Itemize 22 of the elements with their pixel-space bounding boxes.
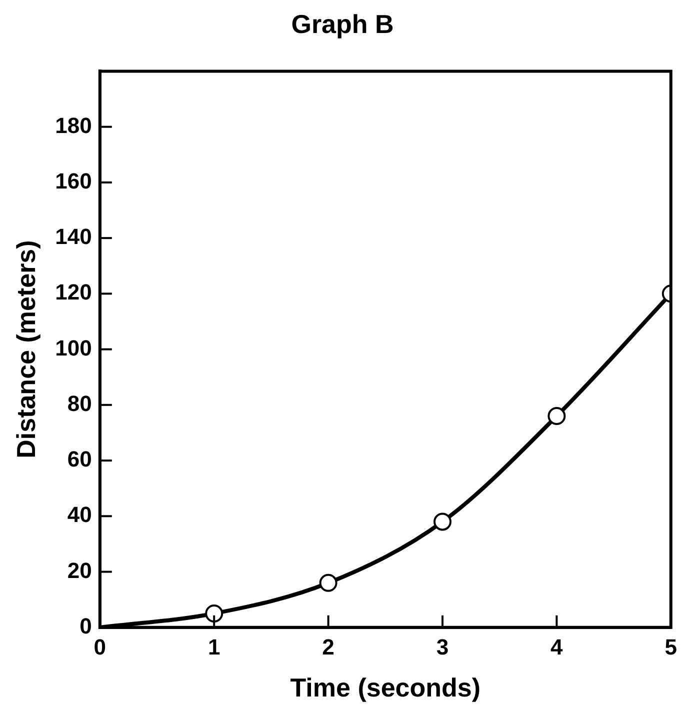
- x-axis-title: Time (seconds): [290, 672, 481, 703]
- y-tick-label: 140: [55, 224, 92, 250]
- y-tick-label: 160: [55, 168, 92, 194]
- point: [548, 407, 566, 426]
- chart-title: Graph B: [291, 8, 394, 39]
- y-tick-label: 80: [67, 390, 92, 416]
- y-axis-title: Distance (meters): [10, 240, 41, 458]
- y-tick-label: 40: [67, 502, 92, 528]
- y-tick-label: 0: [80, 613, 92, 638]
- x-tick-label: 2: [322, 634, 334, 660]
- x-tick-label: 4: [550, 634, 564, 660]
- x-tick-label: 1: [208, 634, 220, 660]
- y-tick-label: 120: [55, 280, 92, 305]
- y-tick-label: 100: [55, 335, 92, 360]
- y-tick-label: 180: [55, 112, 92, 138]
- point: [205, 604, 224, 622]
- point: [319, 574, 338, 592]
- x-tick-label: 3: [436, 634, 449, 660]
- y-tick-label: 20: [67, 558, 92, 583]
- y-tick-label: 60: [67, 446, 92, 472]
- point: [433, 512, 452, 531]
- x-tick-label: 5: [664, 634, 678, 660]
